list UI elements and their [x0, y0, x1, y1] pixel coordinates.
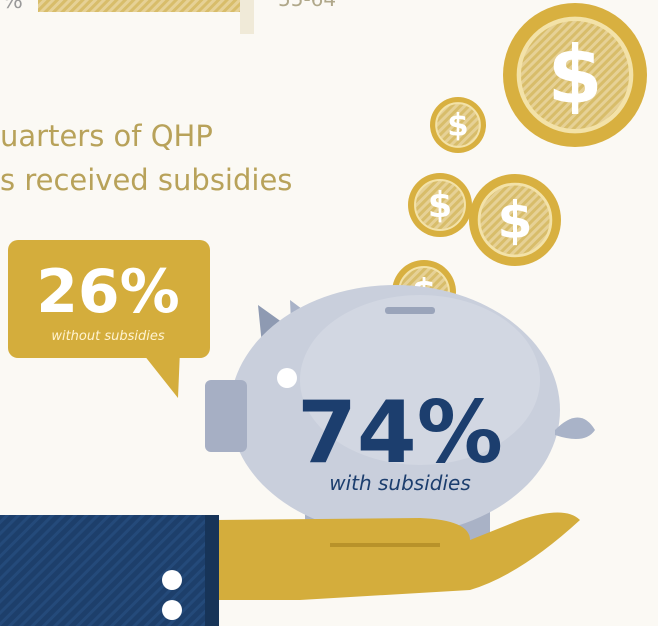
- fragment-bar-end: [240, 0, 254, 34]
- speech-bubble: [8, 240, 210, 398]
- heading-line: s received subsidies: [0, 163, 292, 197]
- piggy-bank: [205, 285, 595, 550]
- fragment-range: 55-64: [278, 0, 336, 11]
- coin-face: [414, 179, 466, 231]
- heading-line: uarters of QHP: [0, 119, 213, 153]
- coin-symbol: $: [447, 108, 468, 144]
- hand: [0, 512, 580, 626]
- coin-symbol: $: [428, 185, 452, 226]
- without-value: 26%: [36, 257, 180, 327]
- with-caption: with subsidies: [329, 471, 471, 495]
- coin-face: [477, 182, 553, 258]
- coin-face: [435, 102, 481, 148]
- fragment-label: %: [2, 0, 23, 14]
- fragment-bar: [38, 0, 243, 12]
- coin-face: [516, 16, 634, 134]
- with-value: 74%: [297, 383, 503, 483]
- coin-symbol: $: [497, 190, 532, 249]
- coins: $$$$$: [392, 3, 647, 324]
- without-caption: without subsidies: [51, 329, 165, 344]
- coin-symbol: $: [547, 28, 602, 121]
